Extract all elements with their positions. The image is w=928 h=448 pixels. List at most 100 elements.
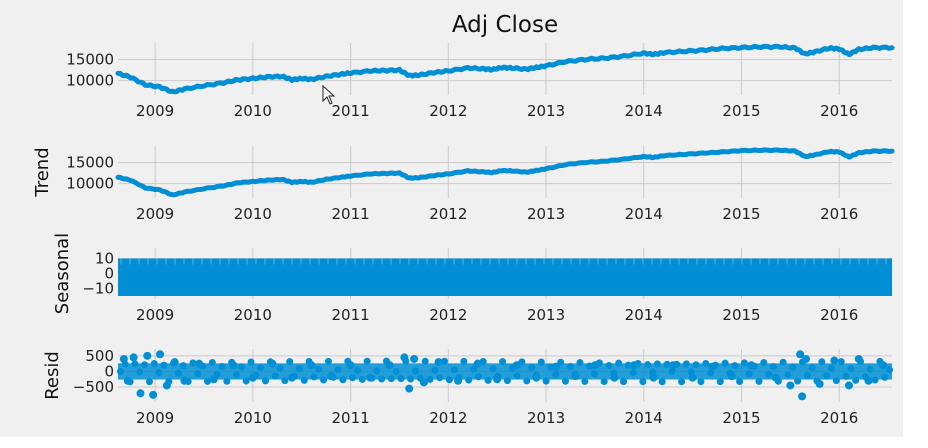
residual-point	[688, 373, 697, 382]
x-tick-label: 2010	[234, 306, 272, 324]
residual-point	[349, 374, 357, 382]
residual-point	[405, 384, 414, 393]
residual-point	[736, 378, 744, 386]
series-line	[115, 147, 895, 198]
residual-point	[223, 377, 231, 385]
x-tick-label: 2011	[331, 205, 369, 223]
residual-point	[174, 369, 182, 377]
residual-point	[692, 361, 700, 369]
x-tick-label: 2009	[136, 102, 174, 120]
residual-point	[271, 372, 279, 380]
x-tick-label: 2009	[136, 409, 174, 427]
residual-point	[237, 363, 245, 371]
residual-point	[470, 365, 478, 373]
residual-point	[532, 371, 540, 379]
residual-point	[765, 370, 773, 378]
mouse-cursor-icon	[322, 84, 336, 105]
residual-point	[600, 378, 608, 386]
residual-point	[160, 361, 168, 369]
residual-point	[281, 377, 289, 385]
residual-point	[707, 369, 715, 377]
x-tick-label: 2014	[625, 205, 663, 223]
x-tick-label: 2016	[820, 306, 858, 324]
residual-point	[434, 358, 443, 367]
residual-point	[465, 376, 473, 384]
residual-point	[658, 378, 666, 386]
x-tick-label: 2015	[722, 205, 760, 223]
residual-point	[639, 378, 647, 386]
residual-point	[789, 363, 797, 371]
residual-point	[731, 362, 739, 370]
residual-point	[387, 375, 395, 383]
residual-point	[305, 357, 313, 365]
residual-point	[484, 376, 492, 384]
residual-point	[262, 377, 270, 385]
x-tick-label: 2010	[234, 102, 272, 120]
residual-point	[624, 361, 632, 369]
residual-point	[363, 357, 371, 365]
residual-point	[711, 361, 719, 369]
residual-point	[881, 373, 889, 381]
residual-point	[479, 357, 487, 365]
residual-point	[605, 362, 613, 370]
residual-point	[726, 369, 734, 377]
residual-point	[310, 373, 318, 381]
residual-point	[473, 359, 482, 368]
y-tick-label: 10000	[66, 72, 114, 90]
residual-point	[203, 377, 211, 385]
residual-point	[813, 377, 821, 385]
residual-point	[615, 359, 623, 367]
residual-point	[886, 366, 894, 374]
residual-point	[586, 362, 594, 370]
x-tick-label: 2015	[722, 102, 760, 120]
residual-point	[769, 363, 777, 371]
x-tick-label: 2010	[234, 205, 272, 223]
panel-1: 2009 2010 2011 2012 2013 2014 2015 2016 10000 150…	[66, 12, 895, 120]
residual-point	[441, 357, 449, 365]
residual-point	[426, 375, 434, 383]
residual-point	[832, 377, 840, 385]
residual-point	[324, 357, 332, 365]
residual-point	[184, 378, 192, 386]
residual-point	[228, 358, 236, 366]
residual-point	[436, 374, 444, 382]
residual-point	[518, 358, 526, 366]
residual-point	[779, 358, 787, 366]
residual-point	[136, 368, 144, 376]
residual-point	[155, 369, 163, 377]
residual-point	[145, 378, 153, 386]
residual-point	[716, 378, 724, 386]
residual-point	[847, 365, 855, 373]
residual-point	[247, 358, 255, 366]
residual-point	[508, 364, 516, 372]
y-tick-label: 0	[104, 265, 114, 283]
y-tick-label: 15000	[66, 50, 114, 68]
residual-point	[143, 351, 152, 360]
x-tick-label: 2012	[429, 409, 467, 427]
x-tick-label: 2012	[429, 102, 467, 120]
residual-point	[218, 363, 226, 371]
y-tick-label: 0	[104, 362, 114, 380]
residual-point	[784, 371, 792, 379]
residual-point	[663, 360, 671, 368]
x-tick-label: 2013	[527, 205, 565, 223]
residual-point	[857, 357, 865, 365]
panel-2: 2009 2010 2011 2012 2013 2014 2015 2016 10000 150…	[32, 146, 895, 223]
y-tick-label: 15000	[66, 153, 114, 171]
residual-point	[450, 366, 458, 374]
residual-point	[808, 364, 816, 372]
residual-point	[528, 364, 536, 372]
residual-point	[242, 377, 250, 385]
chart-title: Adj Close	[452, 12, 558, 38]
residual-point	[126, 378, 134, 386]
residual-point	[745, 370, 753, 378]
x-tick-label: 2016	[820, 205, 858, 223]
residual-point	[799, 358, 807, 366]
residual-point	[378, 375, 386, 383]
x-tick-label: 2010	[234, 409, 272, 427]
residual-point	[634, 360, 642, 368]
residual-point	[412, 367, 420, 375]
residual-point	[852, 376, 860, 384]
residual-point	[397, 375, 405, 383]
